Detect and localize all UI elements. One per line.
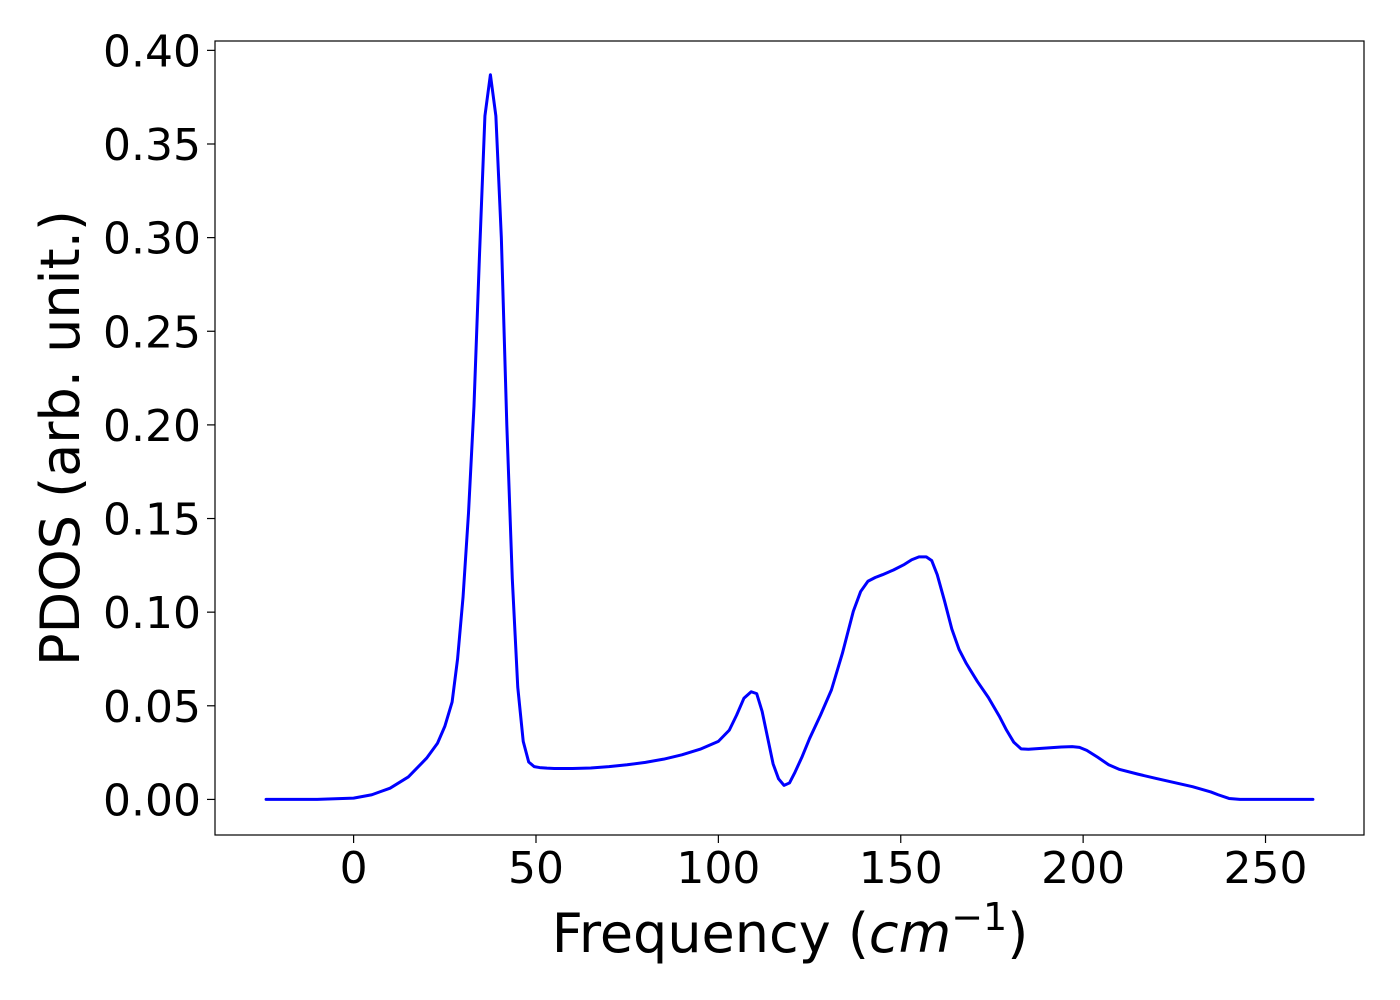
x-tick-label: 200	[1041, 843, 1125, 894]
y-tick-label: 0.30	[103, 214, 201, 265]
x-tick-label: 50	[508, 843, 564, 894]
axes-frame	[214, 40, 1365, 836]
x-axis-ticks: 0 50 100 150 200 250	[340, 835, 1308, 894]
y-tick-label: 0.00	[103, 775, 201, 826]
series-line-0	[264, 73, 1315, 801]
y-axis-label: PDOS (arb. unit.)	[29, 210, 92, 666]
y-tick-label: 0.05	[103, 682, 201, 733]
x-tick-label: 250	[1224, 843, 1308, 894]
x-tick-label: 100	[676, 843, 760, 894]
x-axis-label-suffix: )	[1007, 902, 1028, 965]
y-tick-label: 0.15	[103, 495, 201, 546]
y-axis-ticks: 0.00 0.05 0.10 0.15 0.20 0.25 0.30 0.35 0.40	[103, 26, 215, 826]
x-axis-label: Frequency (cm−1)	[552, 895, 1029, 965]
y-tick-label: 0.25	[103, 307, 201, 358]
x-axis-label-unit: cm	[869, 902, 951, 965]
x-axis-label-prefix: Frequency (	[552, 902, 869, 965]
x-tick-label: 150	[859, 843, 943, 894]
y-tick-label: 0.40	[103, 26, 201, 77]
plot-area	[264, 73, 1315, 801]
y-tick-label: 0.35	[103, 120, 201, 171]
y-tick-label: 0.20	[103, 401, 201, 452]
y-tick-label: 0.10	[103, 588, 201, 639]
x-axis-label-exponent: −1	[951, 895, 1007, 939]
x-tick-label: 0	[340, 843, 368, 894]
